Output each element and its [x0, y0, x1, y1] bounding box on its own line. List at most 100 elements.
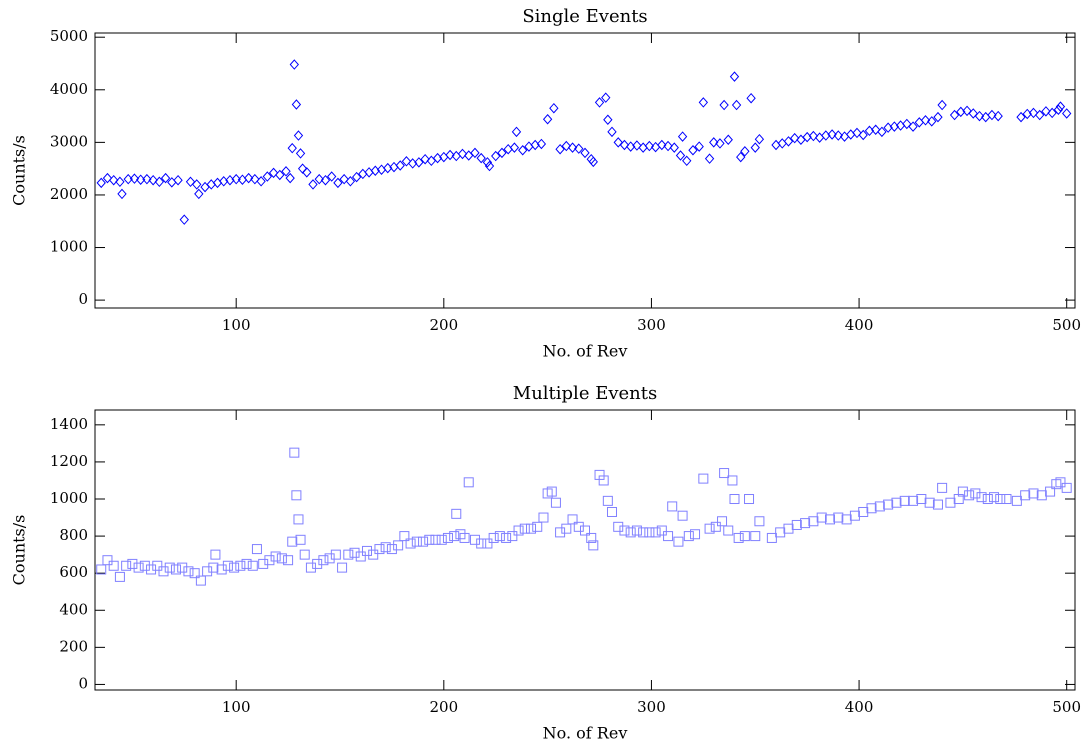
point: [619, 139, 630, 151]
point: [295, 148, 306, 159]
point: [800, 518, 811, 529]
point: [719, 468, 730, 479]
point: [179, 214, 189, 225]
point: [816, 512, 827, 523]
point: [657, 139, 667, 151]
point: [791, 519, 802, 530]
point: [235, 560, 246, 571]
point: [170, 564, 181, 575]
point: [291, 490, 302, 501]
point: [96, 177, 106, 189]
point: [430, 534, 441, 545]
point: [305, 562, 316, 573]
point: [667, 501, 678, 512]
point: [586, 532, 597, 543]
x-tick-label: 400: [845, 698, 874, 716]
point: [580, 525, 590, 536]
point: [613, 521, 624, 532]
point: [414, 157, 424, 168]
point: [513, 525, 524, 536]
point: [580, 147, 590, 159]
point: [164, 562, 175, 573]
point: [1045, 486, 1056, 497]
point: [436, 534, 447, 545]
point: [663, 531, 674, 542]
point: [927, 116, 937, 127]
y-tick-label: 0: [78, 290, 88, 308]
point: [509, 142, 520, 153]
point: [361, 545, 372, 556]
point: [964, 490, 975, 501]
point: [874, 501, 885, 512]
point: [457, 148, 468, 160]
point: [1001, 494, 1012, 505]
point: [411, 536, 422, 547]
point: [723, 134, 733, 145]
point: [673, 536, 684, 547]
point: [1061, 482, 1072, 493]
point: [459, 532, 470, 543]
point: [710, 521, 721, 532]
point: [117, 188, 127, 200]
point: [470, 147, 480, 159]
y-tick-label: 2000: [50, 185, 88, 203]
point: [96, 564, 107, 575]
point: [194, 188, 204, 200]
x-tick-label: 100: [222, 316, 251, 334]
point: [229, 562, 240, 573]
point: [536, 138, 547, 150]
point: [619, 525, 630, 536]
point: [374, 544, 385, 555]
point: [345, 176, 356, 187]
point: [114, 571, 125, 582]
point: [152, 560, 163, 571]
point: [783, 136, 794, 147]
x-tick-label: 200: [429, 316, 458, 334]
point: [173, 174, 183, 186]
point: [989, 492, 1000, 503]
point: [555, 143, 565, 155]
point: [1016, 111, 1026, 123]
point: [482, 157, 493, 168]
point: [1035, 109, 1045, 121]
point: [908, 121, 918, 132]
point: [1028, 107, 1039, 119]
point: [295, 534, 306, 545]
point: [115, 176, 125, 188]
point: [476, 538, 487, 549]
point: [264, 555, 275, 566]
point: [849, 510, 860, 521]
point: [694, 141, 704, 152]
point: [251, 544, 262, 555]
point: [598, 475, 609, 486]
y-tick-label: 0: [78, 674, 88, 692]
point: [488, 532, 499, 543]
point: [1011, 495, 1022, 506]
point: [682, 155, 692, 167]
x-tick-label: 500: [1052, 316, 1081, 334]
point: [717, 516, 728, 527]
point: [970, 488, 981, 499]
point: [318, 555, 329, 566]
point: [825, 514, 835, 525]
point: [555, 527, 566, 538]
x-tick-label: 200: [429, 698, 458, 716]
point: [625, 527, 636, 538]
point: [574, 143, 584, 154]
point: [550, 497, 561, 508]
point: [160, 172, 171, 184]
y-axis-label: Counts/s: [10, 515, 29, 586]
point: [852, 127, 862, 139]
point: [974, 110, 985, 122]
point: [102, 172, 113, 184]
point: [561, 140, 571, 152]
point: [902, 118, 912, 130]
point: [546, 486, 557, 497]
point: [463, 477, 474, 488]
point: [401, 156, 412, 167]
point: [154, 176, 165, 188]
y-tick-label: 1200: [50, 452, 88, 470]
point: [482, 538, 493, 549]
point: [289, 447, 300, 458]
